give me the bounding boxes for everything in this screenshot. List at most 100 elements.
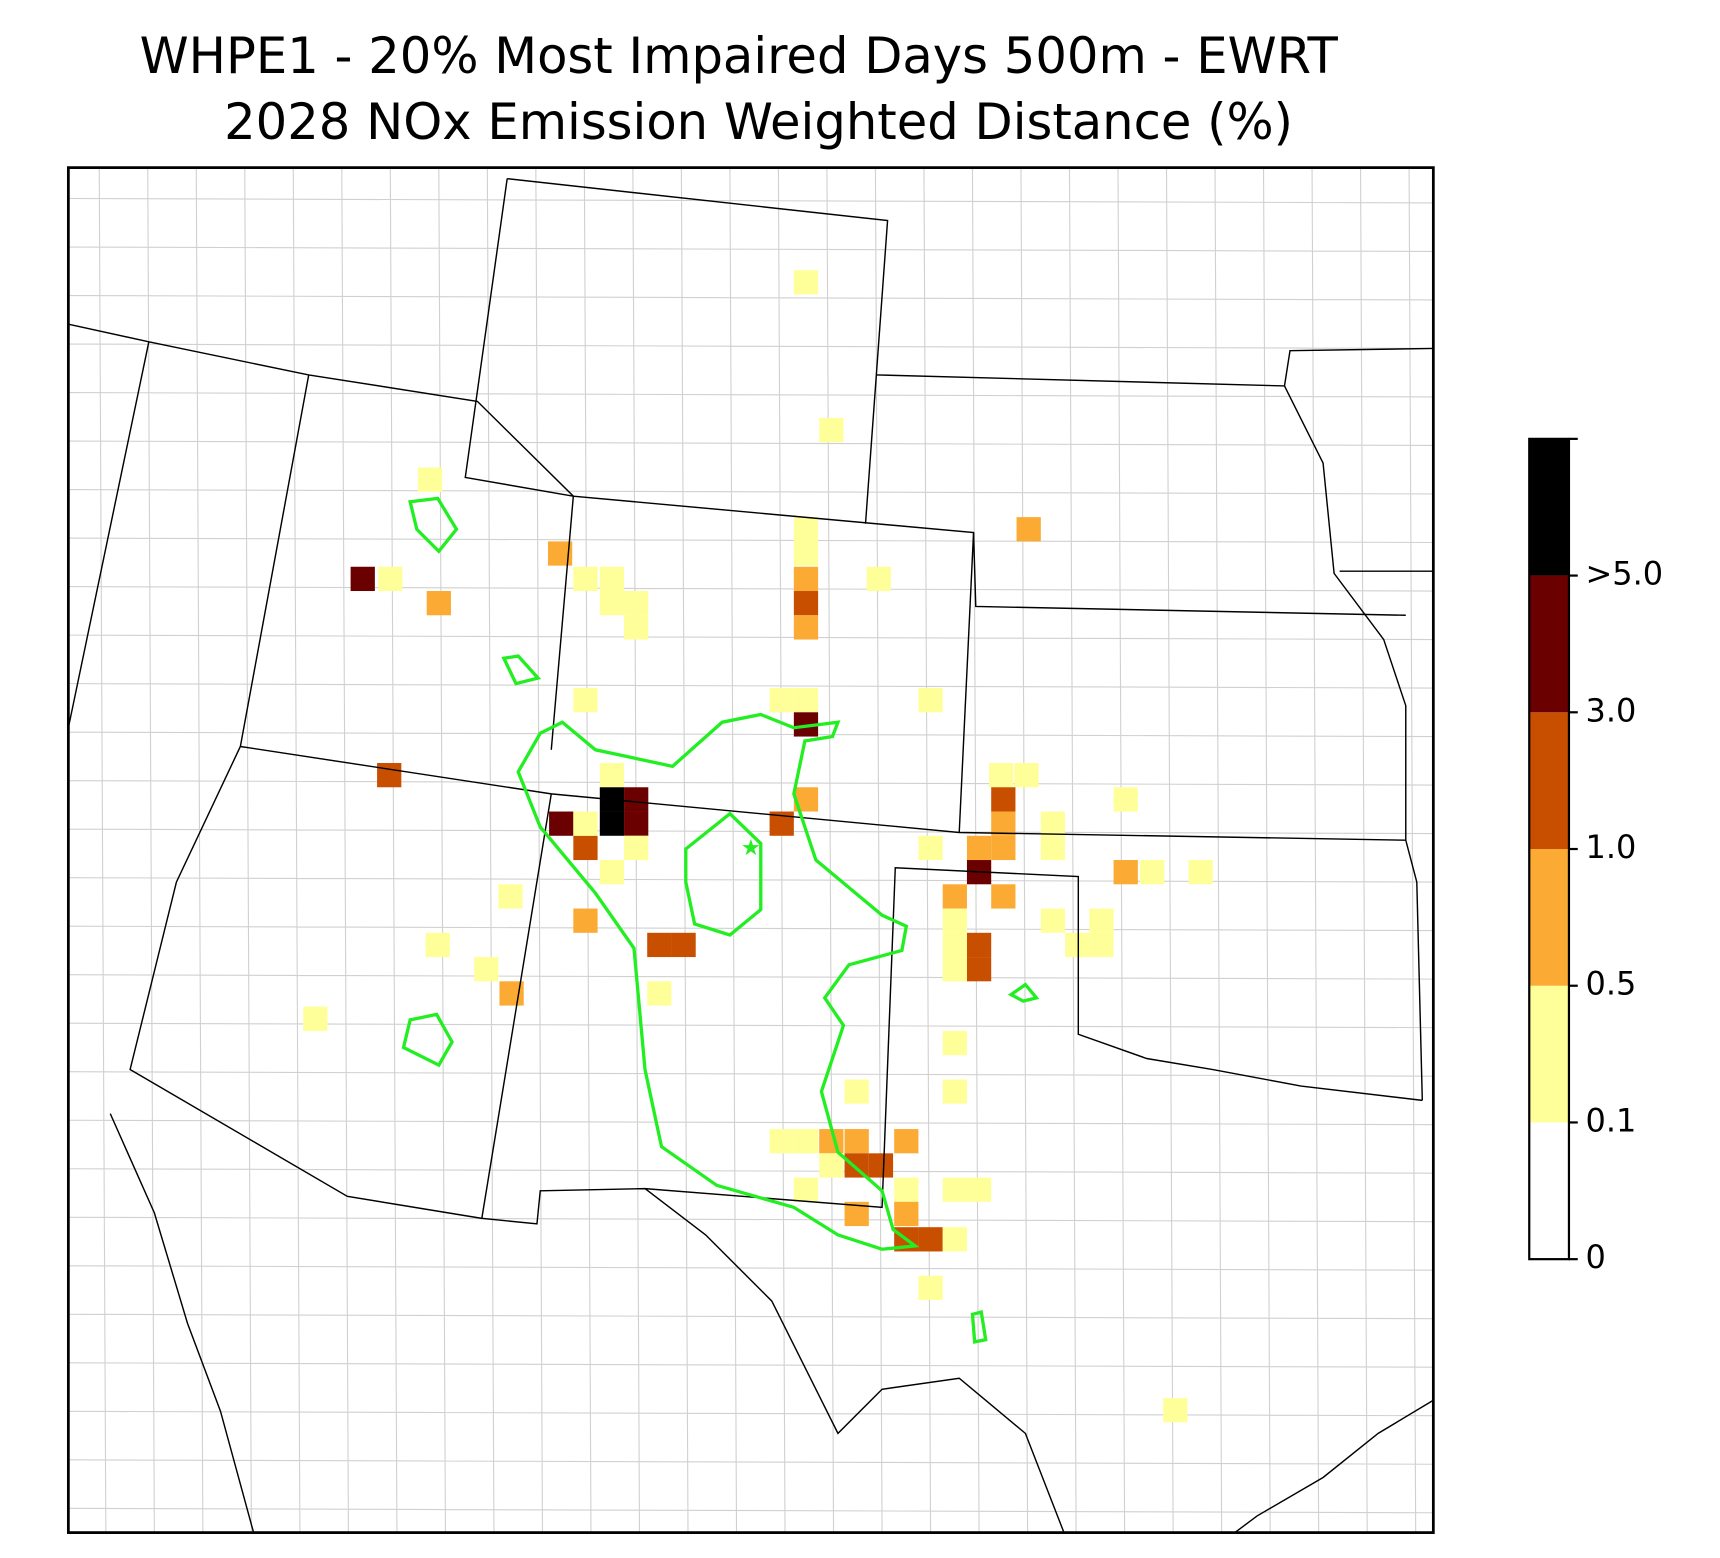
cell: [1089, 908, 1114, 933]
cell: [942, 1030, 967, 1056]
cell: [624, 615, 649, 640]
cell: [942, 908, 967, 933]
cell: [793, 270, 819, 295]
cell: [793, 517, 819, 542]
cell: [918, 835, 943, 861]
cell: [1113, 860, 1138, 885]
cell: [303, 1006, 328, 1031]
cell: [966, 1177, 992, 1202]
cell: [991, 835, 1016, 861]
cell: [647, 981, 672, 1006]
cell: [1163, 1398, 1188, 1423]
cell: [599, 763, 625, 788]
cell: [426, 591, 451, 616]
cell: [599, 591, 625, 616]
cell: [991, 884, 1016, 909]
cell: [819, 417, 844, 443]
cell: [378, 566, 403, 592]
cell: [966, 957, 992, 982]
cell: [624, 591, 649, 616]
cell: [1140, 860, 1165, 885]
cell: [1113, 787, 1138, 812]
state-lines: [67, 177, 1434, 1534]
colorbar-band: [1529, 849, 1569, 986]
cell: [1016, 517, 1041, 542]
colorbar-tick-label: 3.0: [1585, 691, 1636, 729]
cell: [377, 763, 402, 788]
cell: [819, 1153, 844, 1178]
cell: [918, 1227, 943, 1252]
colorbar-band: [1529, 1122, 1569, 1260]
map: ★: [66, 166, 1435, 1534]
cell: [793, 541, 819, 566]
cell: [991, 787, 1016, 812]
colorbar: 0 0.1 0.5 1.0 3.0 >5.0: [1528, 437, 1663, 1276]
cell: [573, 811, 598, 836]
colorbar-tick-label: 0: [1585, 1238, 1605, 1276]
cell: [624, 835, 649, 861]
cell: [1040, 908, 1066, 933]
cell: [989, 763, 1014, 788]
cell: [498, 884, 523, 909]
title-line: WHPE1 - 20% Most Impaired Days 500m - EW…: [140, 27, 1339, 85]
cell: [1188, 860, 1213, 885]
colorbar-tick-label: >5.0: [1585, 555, 1663, 593]
cell: [1089, 932, 1114, 958]
cell: [793, 688, 819, 713]
cells: [303, 270, 1213, 1423]
cell: [350, 566, 375, 592]
colorbar-tick-label: 1.0: [1585, 828, 1636, 866]
cell: [1040, 811, 1066, 836]
cell: [769, 688, 794, 713]
cell: [793, 591, 819, 616]
cell: [793, 566, 819, 592]
colorbar-band: [1529, 985, 1569, 1123]
cell: [894, 1129, 919, 1154]
cell: [966, 835, 992, 861]
cell: [573, 835, 598, 861]
cell: [942, 1177, 967, 1202]
cell: [942, 1227, 967, 1252]
cell: [1065, 932, 1090, 958]
cell: [573, 688, 598, 713]
cell: [966, 932, 992, 958]
cell: [573, 908, 598, 933]
cell: [918, 688, 943, 713]
cell: [866, 566, 891, 592]
colorbar-tick-label: 0.5: [1585, 965, 1636, 1003]
cell: [671, 932, 696, 958]
cell: [868, 1153, 894, 1178]
cell: [894, 1177, 919, 1202]
cell: [918, 1275, 943, 1300]
map-frame: [66, 166, 1435, 1534]
cell: [991, 811, 1016, 836]
cell: [793, 1177, 819, 1202]
cell: [793, 615, 819, 640]
cell: [549, 811, 574, 836]
colorbar-band: [1529, 438, 1569, 576]
cell: [599, 811, 625, 836]
cell: [624, 787, 649, 812]
colorbar-band: [1529, 712, 1569, 850]
cell: [417, 467, 443, 492]
cell: [474, 957, 499, 982]
cell: [793, 1129, 819, 1154]
cell: [894, 1201, 919, 1227]
cell: [573, 566, 598, 592]
colorbar-tick-label: 0.1: [1585, 1101, 1636, 1139]
cell: [844, 1129, 869, 1154]
cell: [942, 957, 967, 982]
cell: [599, 860, 625, 885]
site-marker: ★: [741, 836, 761, 861]
cell: [624, 811, 649, 836]
cell: [844, 1079, 869, 1104]
colorbar-band: [1529, 575, 1569, 713]
contours: [401, 496, 1040, 1344]
cell: [1040, 835, 1066, 861]
cell: [942, 1079, 967, 1104]
cell: [1014, 763, 1039, 788]
title-line: 2028 NOx Emission Weighted Distance (%): [224, 93, 1293, 151]
cell: [425, 932, 450, 958]
cell: [647, 932, 672, 958]
